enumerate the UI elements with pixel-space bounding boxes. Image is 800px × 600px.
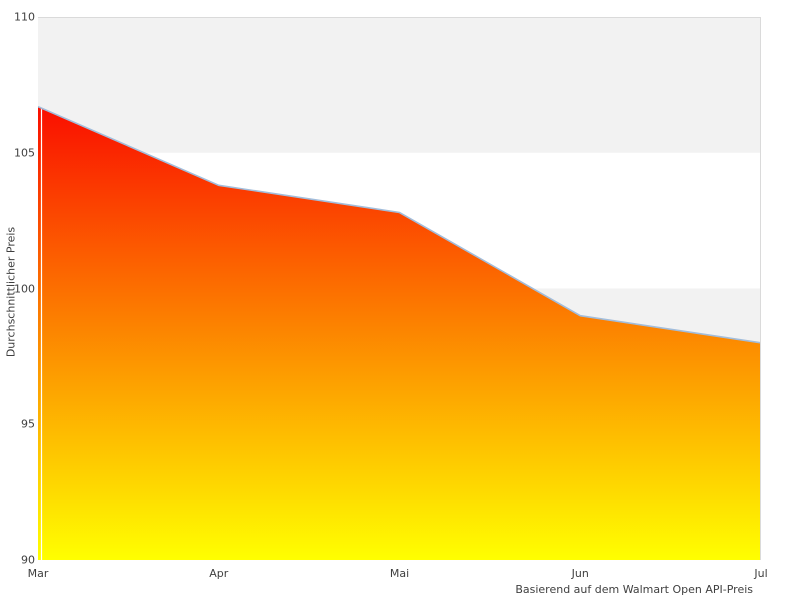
x-tick-label-mai: Mai bbox=[389, 567, 410, 580]
y-tick-label-100: 100 bbox=[14, 282, 35, 295]
x-tick-label-jul: Jul bbox=[754, 567, 768, 580]
x-tick-label-jun: Jun bbox=[571, 567, 589, 580]
x-tick-label-mar: Mar bbox=[27, 567, 49, 580]
y-tick-label-105: 105 bbox=[14, 146, 35, 160]
chart-caption: Basierend auf dem Walmart Open API-Preis bbox=[515, 583, 753, 596]
x-tick-label-apr: Apr bbox=[209, 567, 229, 580]
price-area-fill bbox=[38, 106, 761, 560]
plot-area bbox=[38, 17, 761, 560]
price-line bbox=[38, 105, 761, 344]
y-tick-label-90: 90 bbox=[21, 553, 35, 567]
y-tick-label-95: 95 bbox=[21, 417, 35, 431]
background-band bbox=[38, 17, 761, 153]
y-tick-label-110: 110 bbox=[14, 10, 35, 24]
